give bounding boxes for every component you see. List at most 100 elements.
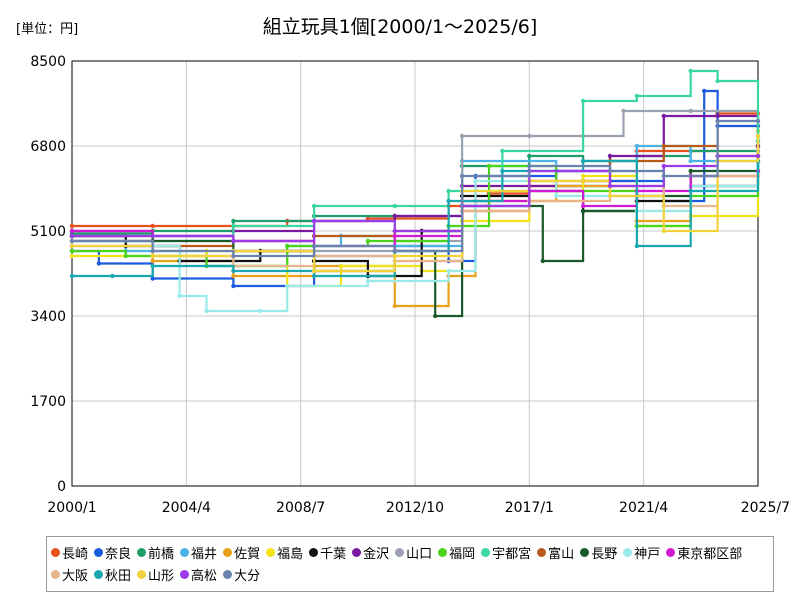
legend-item: 長野 <box>580 541 617 563</box>
legend-item: 富山 <box>537 541 574 563</box>
data-point <box>69 238 75 244</box>
data-point <box>459 173 465 179</box>
legend-marker <box>266 547 276 557</box>
legend-marker <box>623 547 633 557</box>
legend-label: 山口 <box>406 546 433 562</box>
legend-item: 福岡 <box>438 541 475 563</box>
y-tick-label: 3400 <box>30 309 66 325</box>
legend-label: 福井 <box>191 546 218 562</box>
legend-label: 大阪 <box>62 568 89 584</box>
legend-item: 奈良 <box>94 541 131 563</box>
data-point <box>69 253 75 259</box>
data-point <box>365 278 371 284</box>
data-point <box>580 208 586 214</box>
x-tick-label: 2000/1 <box>47 500 96 516</box>
data-point <box>580 203 586 209</box>
data-point <box>285 243 290 249</box>
legend-item: 大阪 <box>51 563 88 585</box>
data-point <box>392 303 397 309</box>
data-point <box>607 183 613 189</box>
legend-label: 長野 <box>591 546 618 562</box>
data-point <box>110 273 115 279</box>
legend-label: 山形 <box>148 568 175 584</box>
legend-label: 秋田 <box>105 568 132 584</box>
data-point <box>661 173 666 179</box>
legend-item: 長崎 <box>51 541 88 563</box>
data-point <box>392 253 397 259</box>
data-point <box>311 218 317 224</box>
data-point <box>446 198 451 204</box>
data-point <box>688 188 693 194</box>
legend-label: 宇都宮 <box>492 546 532 562</box>
data-point <box>69 223 75 229</box>
data-point <box>715 78 720 84</box>
x-tick-label: 2025/7 <box>741 500 790 516</box>
data-point <box>150 223 155 229</box>
data-point <box>231 273 236 279</box>
legend-item: 福井 <box>180 541 217 563</box>
legend-marker <box>51 569 60 579</box>
data-point <box>231 283 236 289</box>
data-point <box>527 133 532 139</box>
legend-label: 佐賀 <box>234 546 261 562</box>
data-point <box>150 233 155 239</box>
legend-item: 山形 <box>137 563 174 585</box>
data-point <box>715 118 720 124</box>
data-point <box>688 108 693 114</box>
data-point <box>486 163 492 169</box>
data-point <box>634 93 640 99</box>
data-point <box>338 263 344 269</box>
data-point <box>285 283 290 289</box>
series-line <box>72 159 760 278</box>
data-point <box>231 218 236 224</box>
data-point <box>258 308 263 314</box>
data-point <box>634 243 640 249</box>
data-point <box>527 153 532 159</box>
plot-area <box>71 60 759 487</box>
legend-label: 奈良 <box>105 546 132 562</box>
data-point <box>755 153 761 159</box>
x-tick-label: 2012/10 <box>386 500 444 516</box>
legend-label: 前橋 <box>148 546 175 562</box>
legend-label: 千葉 <box>320 546 347 562</box>
legend-marker <box>438 547 448 557</box>
data-point <box>150 276 155 281</box>
legend-label: 福岡 <box>449 546 476 562</box>
x-tick-label: 2008/7 <box>276 500 325 516</box>
y-tick-label: 0 <box>57 479 66 495</box>
legend-item: 前橋 <box>137 541 174 563</box>
data-point <box>231 223 236 229</box>
legend-item: 高松 <box>180 563 217 585</box>
data-point <box>755 118 761 124</box>
data-point <box>231 268 236 274</box>
line-chart: 0 1700 3400 5100 6800 8500 2000/1 2004/4 2008/7 2… <box>30 54 790 516</box>
legend-marker <box>223 547 233 557</box>
legend-marker <box>352 547 362 557</box>
legend-marker <box>223 569 233 579</box>
data-point <box>96 261 102 266</box>
data-point <box>688 168 693 174</box>
data-point <box>311 203 317 209</box>
data-point <box>446 188 451 194</box>
legend-marker <box>180 547 190 557</box>
data-point <box>702 88 707 94</box>
legend-item: 神戸 <box>623 541 660 563</box>
data-point <box>123 253 128 259</box>
data-point <box>231 253 236 259</box>
data-point <box>69 273 75 279</box>
legend-item: 山口 <box>395 541 432 563</box>
data-point <box>177 293 182 299</box>
data-point <box>500 168 505 174</box>
data-point <box>580 173 586 179</box>
data-point <box>69 243 75 249</box>
data-point <box>446 268 451 274</box>
legend-item: 東京都区部 <box>666 541 742 563</box>
legend-label: 大分 <box>234 568 261 584</box>
legend-marker <box>137 547 147 557</box>
legend-label: 高松 <box>191 568 218 584</box>
data-point <box>688 158 693 164</box>
data-point <box>150 258 155 264</box>
data-point <box>554 193 559 199</box>
legend-marker <box>94 569 104 579</box>
legend-marker <box>309 547 319 557</box>
